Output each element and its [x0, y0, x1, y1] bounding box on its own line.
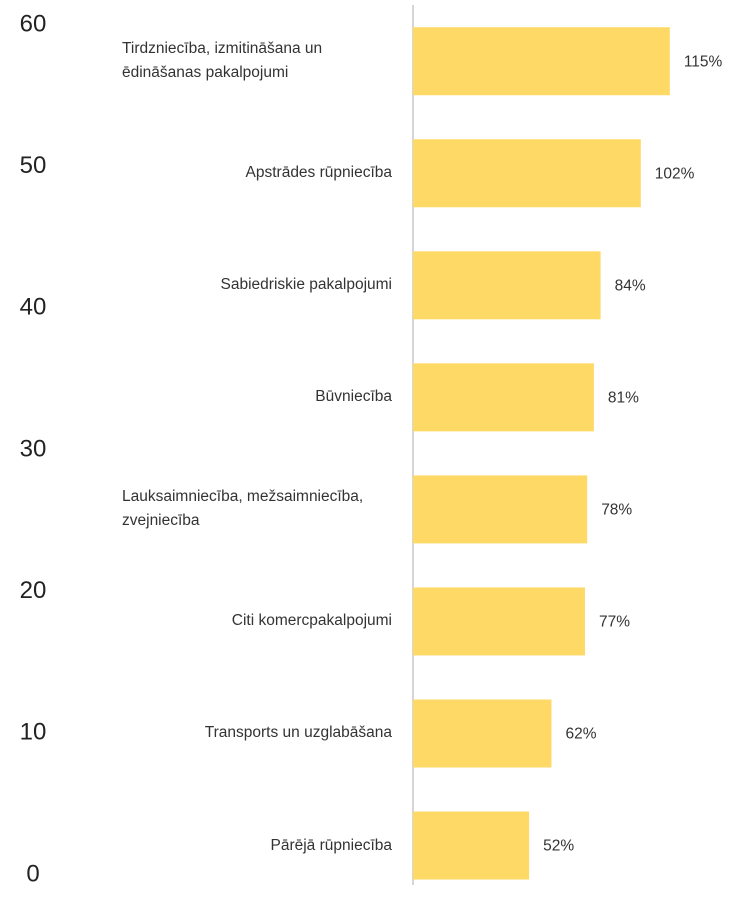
- value-label: 81%: [608, 389, 639, 406]
- value-label: 115%: [684, 53, 723, 70]
- bar: [413, 27, 670, 96]
- value-label: 52%: [543, 838, 574, 855]
- y-tick-label: 40: [20, 294, 47, 321]
- category-label: Sabiedriskie pakalpojumi: [220, 276, 392, 294]
- category-label: Lauksaimniecība, mežsaimniecība, zvejnie…: [122, 488, 364, 530]
- category-label: Tirdzniecība, izmitināšana un ēdināšanas…: [122, 40, 323, 82]
- value-label: 102%: [655, 165, 695, 182]
- category-label: Transports un uzglabāšana: [204, 724, 392, 742]
- bar: [413, 363, 594, 432]
- y-tick-label: 30: [20, 435, 47, 462]
- y-tick-label: 0: [26, 860, 39, 887]
- category-label: Pārējā rūpniecība: [270, 836, 393, 854]
- y-tick-label: 60: [20, 10, 47, 37]
- bar: [413, 251, 601, 320]
- value-label: 84%: [615, 277, 646, 294]
- category-label: Apstrādes rūpniecība: [245, 164, 392, 182]
- bar: [413, 139, 641, 208]
- category-label: Būvniecība: [315, 388, 392, 406]
- bar: [413, 587, 585, 656]
- value-label: 77%: [599, 614, 630, 631]
- y-tick-label: 20: [20, 577, 47, 604]
- y-tick-label: 10: [20, 719, 47, 746]
- bar: [413, 699, 552, 768]
- y-tick-label: 50: [20, 152, 47, 179]
- bar: [413, 475, 588, 544]
- category-label: Citi komercpakalpojumi: [231, 612, 392, 630]
- bar: [413, 811, 530, 880]
- value-label: 78%: [601, 501, 632, 518]
- value-label: 62%: [565, 726, 596, 743]
